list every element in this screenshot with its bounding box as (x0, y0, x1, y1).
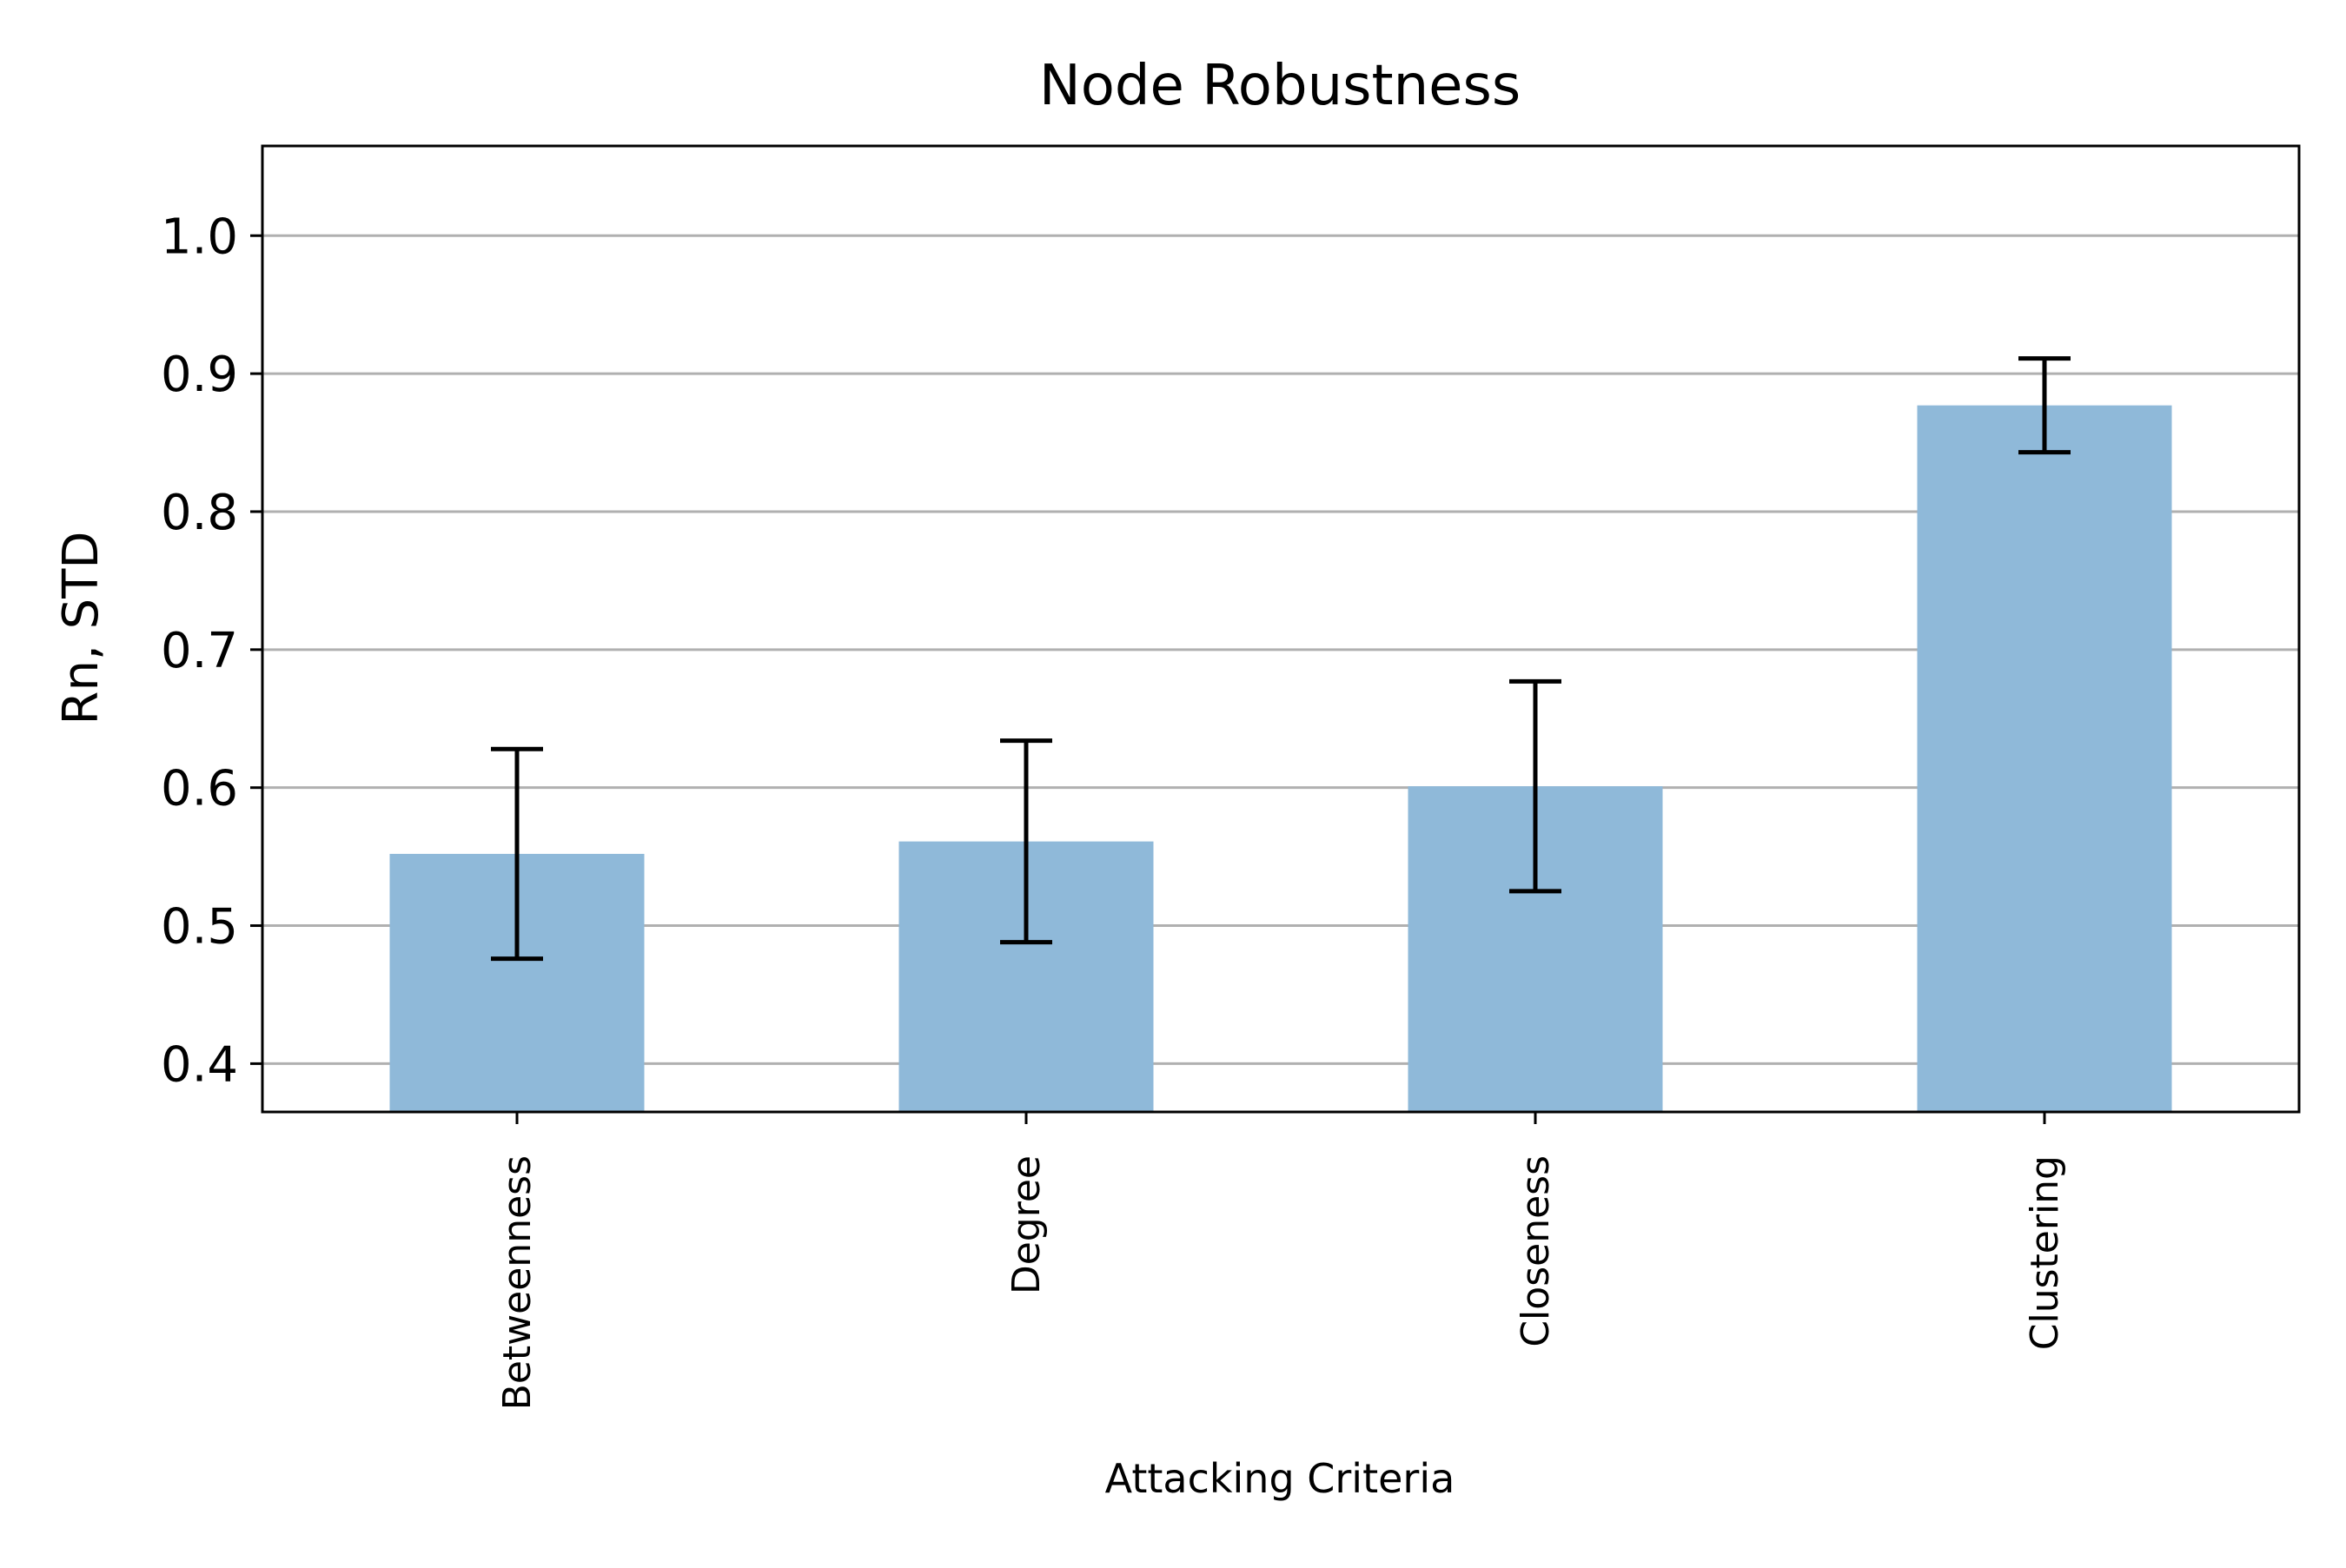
y-tick-label: 1.0 (161, 208, 238, 265)
error-bar-layer (491, 356, 2071, 962)
x-tick-label: Betweenness (495, 1155, 540, 1410)
error-bar-closeness (1509, 678, 1561, 894)
x-tick-label: Clustering (2023, 1155, 2067, 1350)
error-bar-degree (1000, 738, 1052, 945)
y-tick-label: 0.5 (161, 899, 238, 956)
plot-frame (261, 144, 2301, 1114)
axis-layer: 0.4 0.5 0.6 0.7 0.8 0.9 1.0 Betweenness Degree Cl… (161, 144, 2301, 1410)
x-axis-label: Attacking Criteria (1105, 1455, 1455, 1502)
y-tick-label: 0.8 (161, 485, 238, 541)
y-axis-label: Rn, STD (53, 532, 109, 725)
x-tick-label: Degree (1004, 1155, 1049, 1294)
x-tick-label: Closeness (1514, 1155, 1558, 1347)
bar-clustering (1917, 405, 2172, 1112)
y-tick-label: 0.9 (161, 347, 238, 403)
error-bar-betweenness (491, 746, 543, 962)
error-bar-clustering (2018, 356, 2071, 455)
y-tick-label: 0.7 (161, 623, 238, 679)
chart-title: Node Robustness (1039, 54, 1521, 118)
y-tick-label: 0.6 (161, 761, 238, 817)
y-tick-label: 0.4 (161, 1036, 238, 1093)
